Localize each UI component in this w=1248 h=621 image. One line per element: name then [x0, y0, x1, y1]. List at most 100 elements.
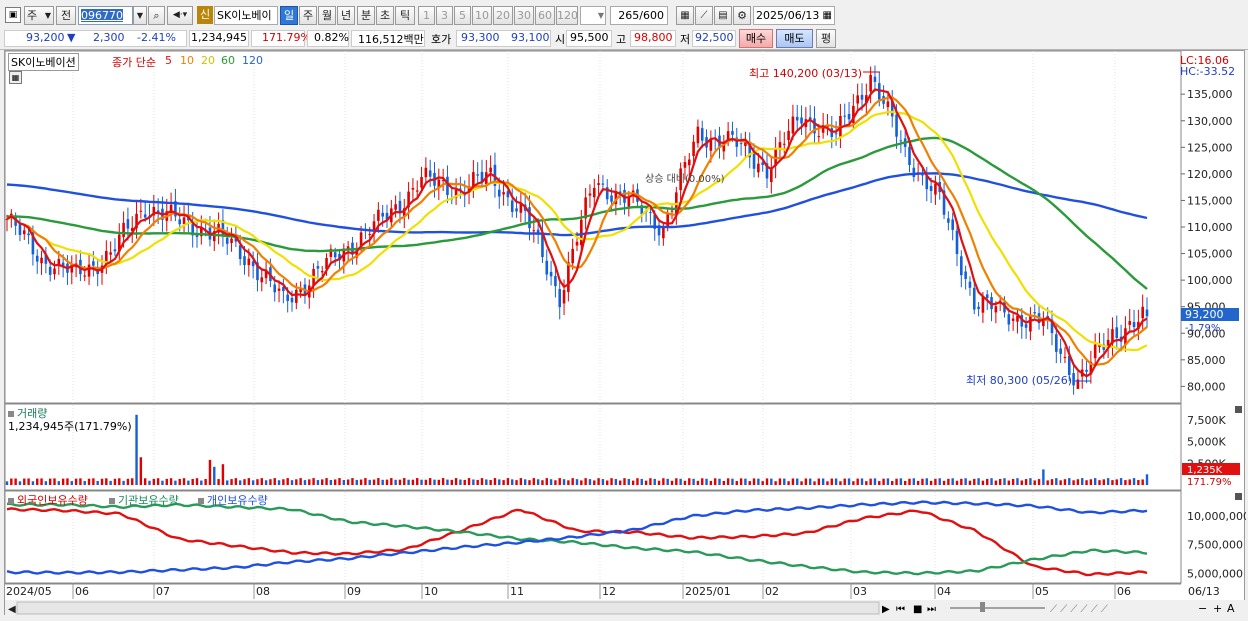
- minute-10-button[interactable]: 10: [472, 6, 492, 25]
- save-icon[interactable]: ▤: [714, 6, 732, 25]
- candle-body: [813, 118, 816, 134]
- volume-bar: [567, 480, 570, 485]
- scrollbar-track[interactable]: [16, 601, 880, 615]
- tab-week[interactable]: 주: [299, 6, 317, 25]
- volume-bar: [48, 478, 52, 485]
- candle-body: [692, 141, 695, 156]
- chart-area[interactable]: 135,000 130,000 125,000 120,000 115,000 110,0…: [4, 50, 1246, 616]
- candle-body: [748, 142, 752, 158]
- volume-panel-close-icon[interactable]: [1235, 406, 1242, 413]
- minute-20-button[interactable]: 20: [493, 6, 513, 25]
- zoom-slider-handle[interactable]: [980, 602, 985, 612]
- volume-bar: [998, 478, 1002, 485]
- candle-body: [329, 248, 333, 257]
- price-tick-label: 80,000: [1187, 380, 1226, 393]
- volume-bar: [476, 479, 479, 485]
- candle-body: [377, 209, 380, 221]
- volume-current: 1,235K: [1187, 465, 1223, 476]
- tab-day[interactable]: 일: [280, 6, 298, 25]
- current-price-marker: 93,200: [1185, 308, 1224, 321]
- volume-bar: [221, 464, 225, 485]
- volume-bar: [446, 479, 449, 485]
- minute-30-button[interactable]: 30: [514, 6, 534, 25]
- stop-icon[interactable]: ■: [913, 604, 922, 615]
- window-icon[interactable]: ▣: [5, 7, 21, 23]
- zoom-out-icon[interactable]: −: [1198, 602, 1207, 615]
- stock-name-field[interactable]: SK이노베이: [214, 6, 278, 25]
- stock-code-input[interactable]: 096770: [78, 6, 133, 25]
- candle-body: [221, 220, 225, 235]
- volume-bar: [251, 480, 255, 485]
- volume-bar: [891, 481, 894, 485]
- volume-bar: [441, 478, 445, 485]
- candle-body: [571, 248, 574, 264]
- x-tick-label: 2025/01: [685, 585, 731, 598]
- volume-bar: [873, 478, 877, 485]
- scroll-left-icon[interactable]: ◀: [8, 604, 16, 615]
- volume-bar: [705, 478, 708, 485]
- scroll-right-icon[interactable]: ▶: [882, 604, 890, 615]
- tab-second[interactable]: 초: [376, 6, 394, 25]
- volume-bar: [506, 478, 510, 485]
- volume-current-marker-bg: [1182, 463, 1240, 475]
- volume-bar: [1016, 478, 1019, 485]
- bid-price: 93,100: [511, 31, 550, 44]
- last-page-icon[interactable]: ⏭: [927, 604, 936, 615]
- candle-body: [1115, 327, 1119, 339]
- font-size-icon[interactable]: A: [1227, 602, 1235, 615]
- candle-body: [290, 297, 294, 303]
- candle-body: [575, 241, 579, 246]
- minute-60-button[interactable]: 60: [535, 6, 555, 25]
- candle-body: [700, 128, 704, 141]
- volume-bar: [575, 479, 579, 485]
- moving-averages: [6, 88, 1148, 378]
- minute-120-button[interactable]: 120: [556, 6, 578, 25]
- candle-body: [126, 219, 130, 229]
- volume-bar: [364, 478, 367, 485]
- ma5-legend: 5: [165, 54, 172, 67]
- zoom-in-icon[interactable]: +: [1213, 602, 1222, 615]
- calendar-icon[interactable]: ▦: [822, 10, 832, 21]
- first-page-icon[interactable]: ⏮: [896, 604, 905, 615]
- legend-bullet-icon: [109, 498, 115, 504]
- tab-year[interactable]: 년: [337, 6, 355, 25]
- prev-button[interactable]: 전: [56, 6, 76, 25]
- code-dropdown-chevron-icon[interactable]: ▼: [133, 6, 147, 25]
- candle-body: [1050, 319, 1054, 334]
- search-icon[interactable]: ⌕: [148, 6, 165, 25]
- chart-tools-icon[interactable]: ▦: [676, 6, 694, 25]
- candle-body: [519, 202, 523, 213]
- volume-bar: [1119, 478, 1123, 485]
- volume-bar: [562, 479, 566, 485]
- date-input[interactable]: 2025/06/13 ▦: [753, 6, 835, 25]
- minute-1-button[interactable]: 1: [418, 6, 435, 25]
- sell-button[interactable]: 매도: [776, 29, 813, 48]
- data-count-field[interactable]: 265/600: [610, 6, 668, 25]
- sound-icon[interactable]: ◀·▾: [167, 6, 193, 25]
- volume-bar: [973, 478, 976, 485]
- period-dropdown[interactable]: 주 ▼: [24, 6, 54, 25]
- credit-badge: 신: [197, 6, 213, 24]
- draw-tools-strip-icon[interactable]: ⟋ ⟋ ⟋ ⟋ ⟋ ⟋: [1050, 604, 1108, 615]
- minute-5-button[interactable]: 5: [454, 6, 471, 25]
- candle-body: [1132, 322, 1136, 328]
- volume-bar: [169, 478, 173, 485]
- candle-body: [83, 275, 87, 277]
- tab-tick[interactable]: 틱: [395, 6, 415, 25]
- buy-button[interactable]: 매수: [739, 29, 773, 48]
- holdings-panel-close-icon[interactable]: [1235, 493, 1242, 500]
- data-count-total: /600: [639, 9, 664, 22]
- volume-bar: [968, 480, 972, 485]
- draw-tools-icon[interactable]: ⟋: [695, 6, 713, 25]
- x-tick-label: 03: [853, 585, 867, 598]
- volume-bar: [1042, 469, 1045, 485]
- minute-3-button[interactable]: 3: [436, 6, 453, 25]
- tab-minute[interactable]: 분: [357, 6, 375, 25]
- eval-button[interactable]: 평: [816, 29, 836, 48]
- tab-month[interactable]: 월: [318, 6, 336, 25]
- volume-bar: [1102, 479, 1106, 485]
- custom-interval-input[interactable]: ▼: [580, 6, 606, 25]
- indicator-table-icon[interactable]: ▦: [9, 71, 22, 84]
- volume-bar: [791, 478, 795, 485]
- gear-icon[interactable]: ⚙: [733, 6, 751, 25]
